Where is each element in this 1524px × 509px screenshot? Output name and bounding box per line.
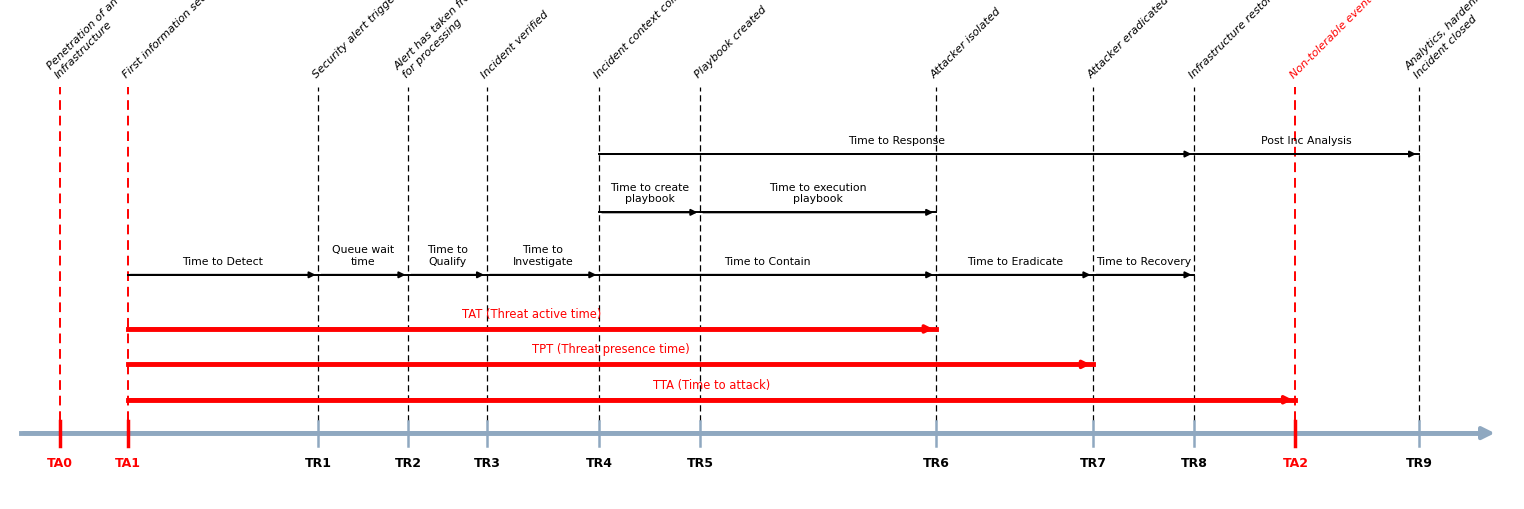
Text: Alert has taken from the queue
for processing: Alert has taken from the queue for proce… [393, 0, 532, 80]
Text: TR6: TR6 [922, 456, 949, 469]
Text: TR3: TR3 [474, 456, 500, 469]
Text: TR4: TR4 [585, 456, 613, 469]
Text: TA2: TA2 [1282, 456, 1309, 469]
Text: Time to Detect: Time to Detect [183, 256, 264, 266]
Text: Penetration of an attacker into
Infrastructure: Penetration of an attacker into Infrastr… [44, 0, 181, 80]
Text: Time to Contain: Time to Contain [724, 256, 811, 266]
Text: Attacker eradicated: Attacker eradicated [1087, 0, 1172, 80]
Text: Infrastructure restored: Infrastructure restored [1187, 0, 1285, 80]
Text: Analytics, hardening, conclusions.
Incident closed: Analytics, hardening, conclusions. Incid… [1404, 0, 1524, 80]
Text: Time to create
playbook: Time to create playbook [610, 182, 689, 204]
Text: Non-tolerable event occurred: Non-tolerable event occurred [1288, 0, 1411, 80]
Text: Time to
Investigate: Time to Investigate [512, 245, 573, 266]
Text: TR5: TR5 [687, 456, 713, 469]
Text: TPT (Threat presence time): TPT (Threat presence time) [532, 343, 689, 355]
Text: Time to execution
playbook: Time to execution playbook [770, 182, 867, 204]
Text: TA1: TA1 [114, 456, 140, 469]
Text: TTA (Time to attack): TTA (Time to attack) [652, 378, 770, 391]
Text: Time to Response: Time to Response [849, 135, 945, 146]
Text: TR8: TR8 [1181, 456, 1209, 469]
Text: Queue wait
time: Queue wait time [332, 245, 395, 266]
Text: Post Inc Analysis: Post Inc Analysis [1262, 135, 1352, 146]
Text: TAT (Threat active time): TAT (Threat active time) [462, 307, 602, 320]
Text: First information security event: First information security event [120, 0, 251, 80]
Text: TR7: TR7 [1081, 456, 1106, 469]
Text: Security alert triggered: Security alert triggered [311, 0, 411, 80]
Text: TR1: TR1 [305, 456, 332, 469]
Text: TR9: TR9 [1405, 456, 1433, 469]
Text: TR2: TR2 [395, 456, 422, 469]
Text: Time to
Qualify: Time to Qualify [427, 245, 468, 266]
Text: TA0: TA0 [47, 456, 73, 469]
Text: Incident context collected: Incident context collected [593, 0, 701, 80]
Text: Time to Recovery: Time to Recovery [1096, 256, 1192, 266]
Text: Time to Eradicate: Time to Eradicate [966, 256, 1062, 266]
Text: Playbook created: Playbook created [693, 5, 768, 80]
Text: Attacker isolated: Attacker isolated [930, 6, 1003, 80]
Text: Incident verified: Incident verified [480, 9, 552, 80]
